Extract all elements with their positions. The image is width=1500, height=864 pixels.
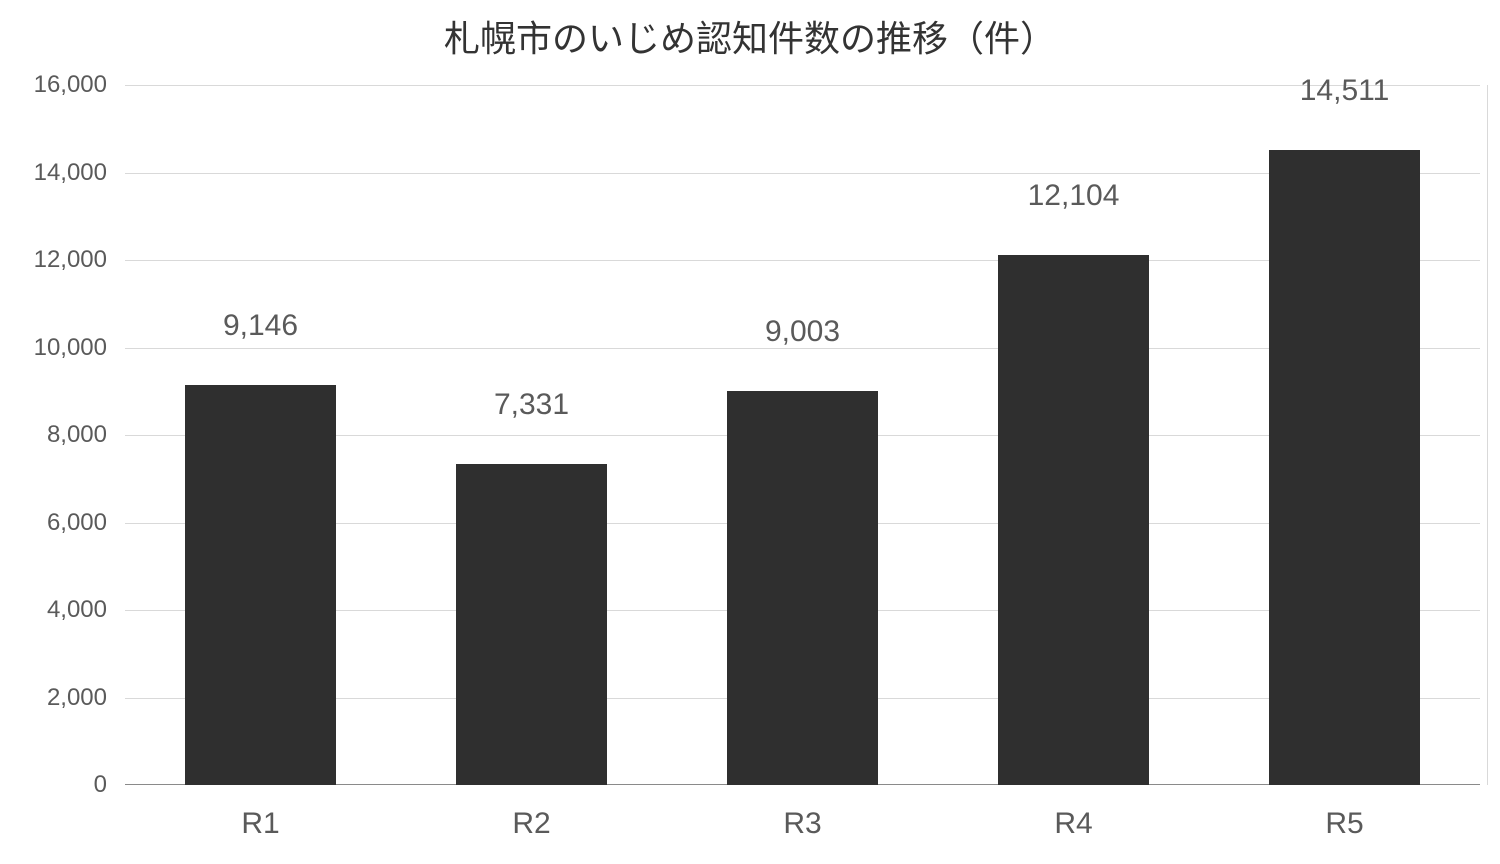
bar-value-label: 9,146 — [223, 309, 298, 343]
bar — [727, 391, 879, 785]
y-tick-label: 10,000 — [0, 334, 107, 362]
y-tick-label: 14,000 — [0, 159, 107, 187]
plot-area: 02,0004,0006,0008,00010,00012,00014,0001… — [125, 85, 1480, 785]
x-tick-label: R2 — [512, 807, 550, 841]
y-tick-label: 0 — [0, 771, 107, 799]
y-tick-label: 6,000 — [0, 509, 107, 537]
bar — [456, 464, 608, 785]
y-tick-label: 2,000 — [0, 684, 107, 712]
x-tick-label: R5 — [1325, 807, 1363, 841]
bar — [998, 255, 1150, 785]
bar-value-label: 9,003 — [765, 315, 840, 349]
bar-value-label: 14,511 — [1300, 74, 1390, 108]
y-tick-label: 12,000 — [0, 246, 107, 274]
bar-chart: 札幌市のいじめ認知件数の推移（件） 02,0004,0006,0008,0001… — [0, 0, 1500, 864]
y-tick-label: 4,000 — [0, 596, 107, 624]
chart-title: 札幌市のいじめ認知件数の推移（件） — [0, 10, 1500, 62]
bar — [1269, 150, 1421, 785]
grid-line — [125, 85, 1480, 86]
x-tick-label: R3 — [783, 807, 821, 841]
y-tick-label: 16,000 — [0, 71, 107, 99]
bar-value-label: 12,104 — [1028, 179, 1120, 213]
x-tick-label: R4 — [1054, 807, 1092, 841]
bar-value-label: 7,331 — [494, 388, 569, 422]
plot-right-edge-tick — [1487, 85, 1488, 785]
x-tick-label: R1 — [241, 807, 279, 841]
bar — [185, 385, 337, 785]
y-tick-label: 8,000 — [0, 421, 107, 449]
